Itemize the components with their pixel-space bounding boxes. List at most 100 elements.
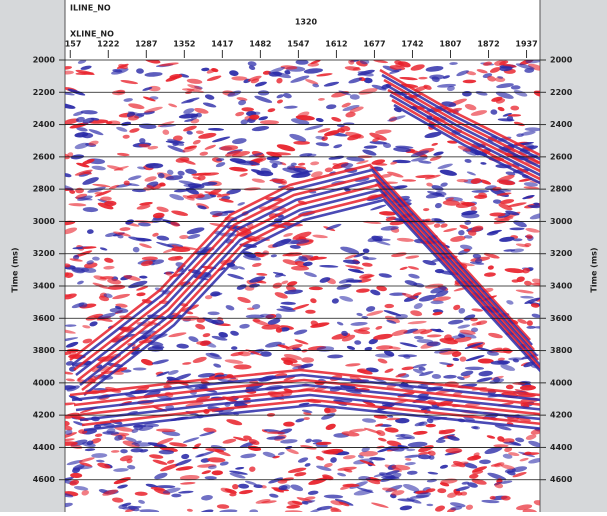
wavelet <box>293 329 308 335</box>
wavelet <box>258 116 269 121</box>
wavelet <box>259 120 280 125</box>
wavelet <box>383 142 392 149</box>
wavelet <box>266 431 286 435</box>
wavelet <box>447 140 458 144</box>
x-tick-label: 1352 <box>173 40 195 49</box>
wavelet <box>139 509 160 512</box>
wavelet <box>298 402 310 406</box>
wavelet <box>332 163 340 167</box>
wavelet <box>517 318 528 324</box>
wavelet <box>486 351 499 356</box>
y-axis-label-right: Time (ms) <box>590 247 599 292</box>
wavelet <box>435 328 442 332</box>
wavelet <box>471 478 487 485</box>
y-tick-label-right: 3000 <box>550 217 573 226</box>
wavelet <box>73 111 84 117</box>
wavelet <box>425 66 444 72</box>
wavelet <box>73 421 85 426</box>
wavelet <box>79 457 95 463</box>
wavelet <box>349 94 360 100</box>
wavelet <box>463 248 470 252</box>
wavelet <box>301 500 309 505</box>
y-tick-label: 2200 <box>33 88 56 97</box>
wavelet <box>301 409 313 413</box>
wavelet <box>311 439 323 443</box>
wavelet <box>533 326 540 329</box>
wavelet <box>216 158 225 162</box>
wavelet <box>112 69 123 73</box>
wavelet <box>224 488 237 494</box>
wavelet <box>469 261 485 265</box>
wavelet <box>204 295 213 300</box>
wavelet <box>439 464 449 469</box>
wavelet <box>518 178 533 182</box>
wavelet <box>195 112 202 118</box>
wavelet <box>372 239 391 246</box>
wavelet <box>154 472 168 480</box>
wavelet <box>77 280 84 285</box>
wavelet <box>202 172 220 176</box>
wavelet <box>139 201 153 206</box>
wavelet <box>272 71 292 79</box>
wavelet <box>283 421 295 427</box>
wavelet <box>404 462 416 466</box>
wavelet <box>249 114 260 120</box>
wavelet <box>156 371 170 377</box>
wavelet <box>465 150 477 156</box>
wavelet <box>192 139 201 145</box>
wavelet <box>169 442 188 447</box>
wavelet <box>369 141 388 145</box>
wavelet <box>186 227 205 235</box>
axes: 2000 2000 2200 2200 2400 2400 2600 2600 2800 2800… <box>33 56 573 485</box>
wavelet <box>423 84 432 90</box>
wavelet <box>112 90 126 96</box>
wavelet <box>346 156 365 162</box>
wavelet <box>238 489 253 495</box>
wavelet <box>407 320 427 325</box>
wavelet <box>530 283 540 287</box>
wavelet <box>473 452 480 457</box>
wavelet <box>240 453 257 459</box>
y-tick-label: 3800 <box>33 346 56 355</box>
wavelet <box>308 286 323 291</box>
wavelet <box>65 329 76 334</box>
wavelet <box>403 484 420 492</box>
xline-label: XLINE_NO <box>70 30 114 39</box>
wavelet <box>350 321 368 326</box>
wavelet <box>478 370 493 377</box>
wavelet <box>455 486 470 492</box>
wavelet <box>356 160 369 165</box>
wavelet <box>129 128 140 133</box>
wavelet <box>173 373 192 381</box>
wavelet <box>157 173 165 179</box>
wavelet <box>330 457 337 463</box>
wavelet <box>251 178 265 183</box>
wavelet <box>447 85 455 92</box>
wavelet <box>439 169 457 176</box>
wavelet <box>229 472 246 479</box>
wavelet <box>237 483 250 489</box>
wavelet <box>103 293 113 298</box>
wavelet <box>119 455 133 462</box>
wavelet <box>166 459 175 464</box>
reflector <box>381 73 540 161</box>
wavelet <box>306 153 317 157</box>
wavelet <box>75 116 85 123</box>
wavelet <box>437 488 447 494</box>
wavelet <box>524 451 532 455</box>
wavelet <box>167 145 186 153</box>
wavelet <box>131 189 147 193</box>
wavelet <box>92 256 100 261</box>
wavelet <box>395 373 407 378</box>
wavelet <box>432 296 451 302</box>
wavelet <box>225 305 235 311</box>
wavelet <box>403 354 411 359</box>
wavelet <box>388 346 401 350</box>
y-tick-label-right: 2400 <box>550 120 573 129</box>
wavelet <box>197 373 216 378</box>
wavelet <box>132 246 140 253</box>
wavelet <box>211 470 224 476</box>
wavelet <box>175 466 194 471</box>
wavelet <box>182 195 195 201</box>
